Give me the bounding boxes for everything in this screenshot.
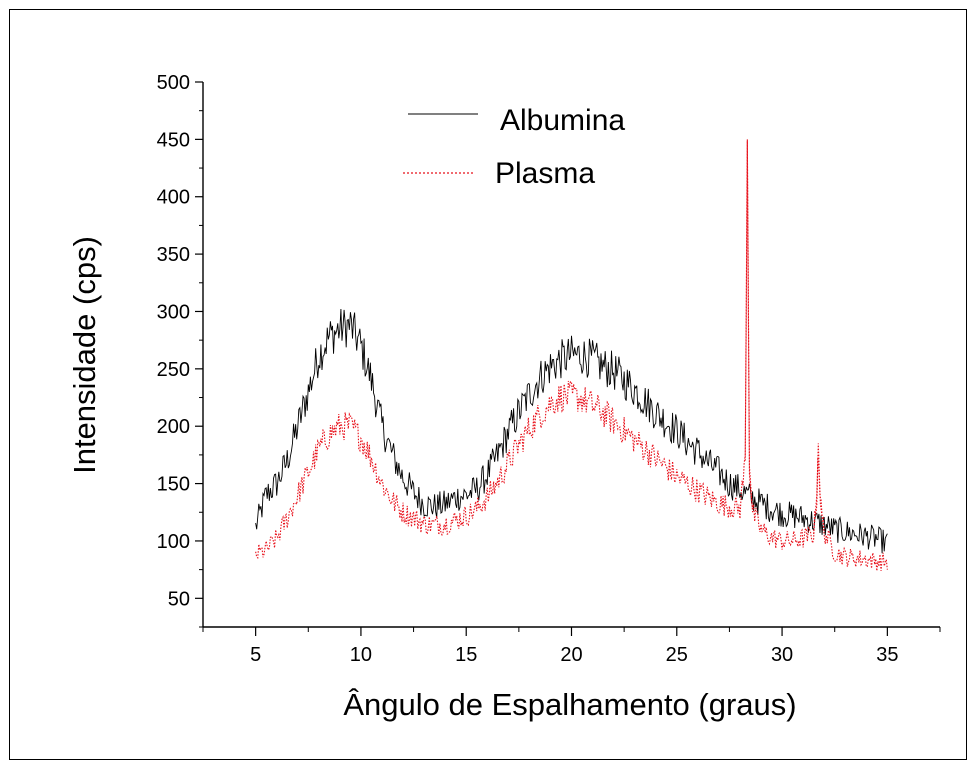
chart-frame (9, 9, 967, 760)
x-tick-label: 20 (560, 644, 582, 666)
y-tick-label: 350 (157, 244, 190, 266)
legend-label-plasma: Plasma (495, 157, 595, 190)
x-axis-label: Ângulo de Espalhamento (graus) (343, 687, 796, 722)
y-tick-label: 400 (157, 187, 190, 209)
x-tick-label: 25 (666, 644, 688, 666)
x-tick-label: 10 (350, 644, 372, 666)
y-tick-label: 250 (157, 359, 190, 381)
x-tick-label: 15 (455, 644, 477, 666)
y-tick-label: 150 (157, 474, 190, 496)
plot-area (255, 139, 888, 571)
y-tick-label: 200 (157, 416, 190, 438)
y-tick-label: 100 (157, 531, 190, 553)
y-tick-label: 50 (168, 588, 190, 610)
legend: Albumina Plasma (403, 104, 625, 190)
series-line-plasma (255, 140, 888, 571)
y-tick-label: 300 (157, 301, 190, 323)
y-axis-label: Intensidade (cps) (67, 236, 102, 474)
x-tick-label: 30 (771, 644, 793, 666)
axes: 50 100 150 200 250 300 350 400 450 500 5 10 15 20 25 30… (157, 72, 941, 666)
y-tick-label: 450 (157, 129, 190, 151)
y-tick-label: 500 (157, 72, 190, 94)
legend-label-albumina: Albumina (500, 104, 625, 137)
series-peak-plasma (813, 443, 825, 535)
x-tick-label: 5 (250, 644, 261, 666)
x-tick-label: 35 (876, 644, 898, 666)
series-line-albumina (255, 308, 888, 554)
